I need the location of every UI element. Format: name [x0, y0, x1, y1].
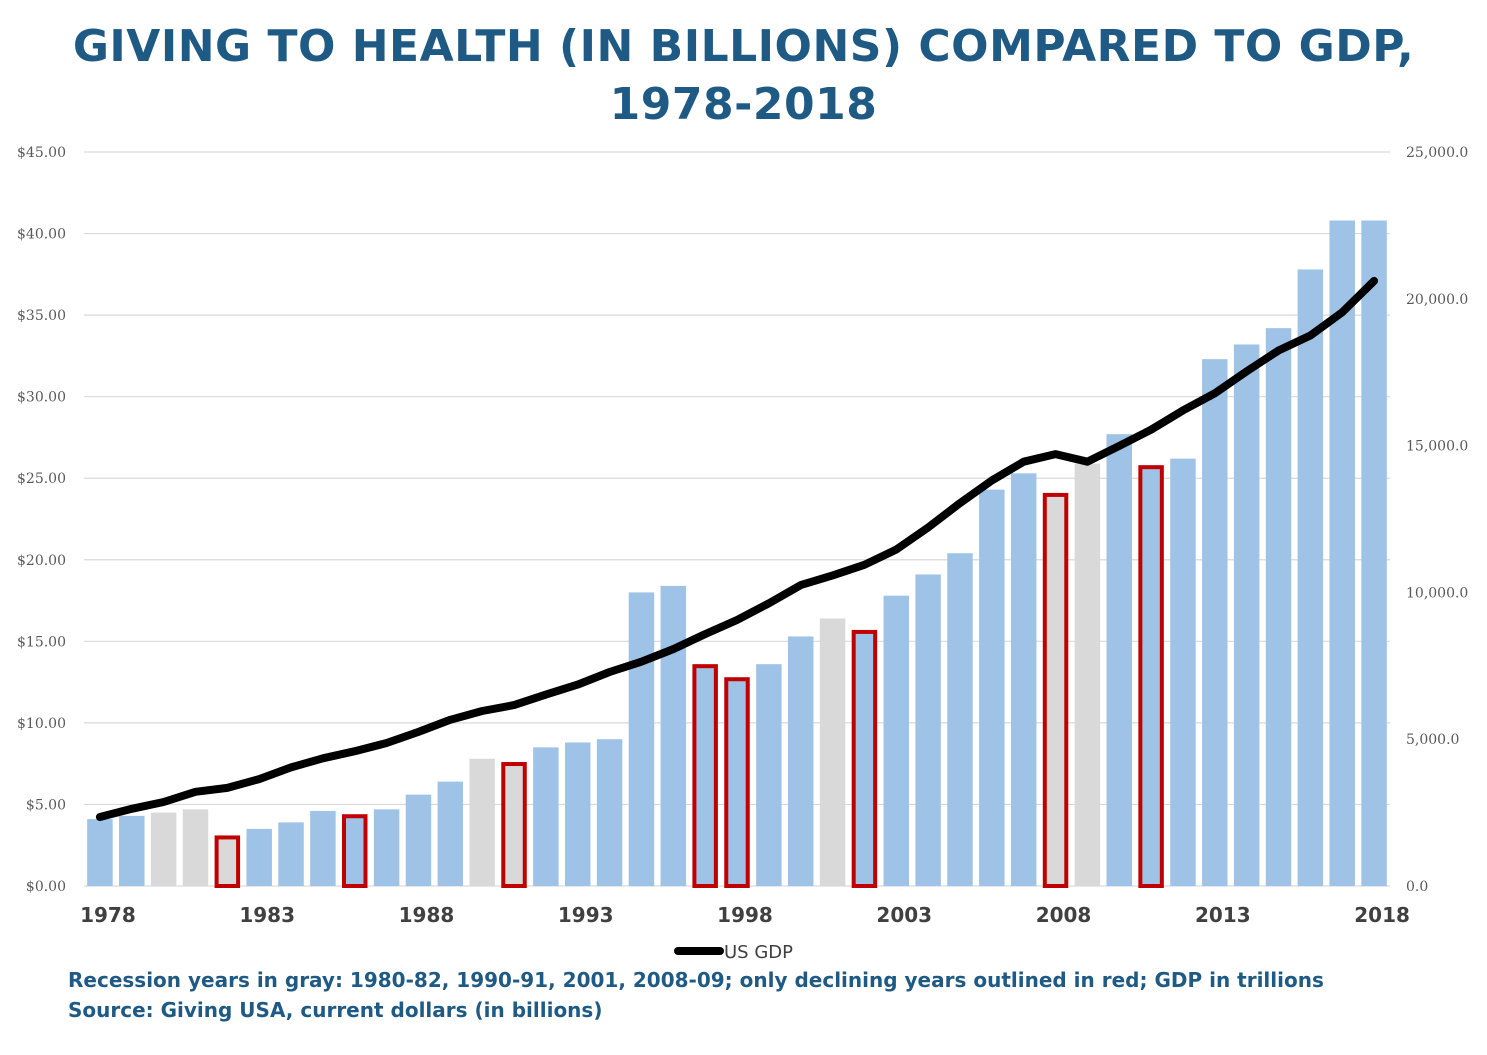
bar-1992: [533, 747, 559, 886]
x-tick-label: 1993: [558, 903, 614, 927]
x-tick-label: 2018: [1354, 903, 1410, 927]
bar-2004: [915, 574, 941, 886]
bar-2010: [1106, 434, 1132, 886]
y-left-tick-label: $45.00: [17, 145, 66, 161]
x-tick-label: 1988: [399, 903, 455, 927]
bar-1978: [87, 819, 113, 886]
bar-2016: [1297, 269, 1324, 886]
bar-1985: [310, 810, 336, 886]
x-tick-label: 1983: [239, 903, 295, 927]
bar-2007: [1010, 473, 1037, 886]
bar-1991: [501, 762, 527, 889]
bar-2003: [883, 595, 910, 886]
y-left-tick-label: $35.00: [17, 308, 66, 324]
y-left-tick-label: $20.00: [17, 553, 66, 569]
y-left-tick-label: $15.00: [17, 634, 66, 650]
bar-2000: [787, 636, 814, 886]
bar-1984: [278, 822, 304, 886]
bar-1993: [564, 742, 591, 886]
x-tick-label: 1978: [80, 903, 136, 927]
bar-2011: [1138, 465, 1164, 888]
y-left-tick-label: $30.00: [17, 390, 66, 406]
footnote-source: Source: Giving USA, current dollars (in …: [68, 998, 603, 1022]
bar-2017: [1329, 220, 1355, 887]
y-left-tick-label: $40.00: [17, 227, 66, 243]
bar-1988: [405, 794, 432, 886]
bar-1986: [342, 814, 368, 889]
bar-2015: [1265, 328, 1292, 886]
bar-1997: [692, 664, 718, 888]
gdp-line: [95, 276, 1379, 821]
bar-1989: [437, 781, 464, 886]
y-left-tick-label: $10.00: [17, 716, 66, 732]
bar-1983: [246, 828, 272, 886]
footnote-recession: Recession years in gray: 1980-82, 1990-9…: [68, 968, 1324, 992]
bar-2005: [947, 553, 973, 886]
bar-2014: [1233, 344, 1260, 887]
bar-2009: [1074, 463, 1101, 886]
bar-1982: [214, 835, 241, 888]
x-tick-label: 1998: [717, 903, 773, 927]
chart-title-line2: 1978-2018: [609, 79, 878, 130]
bar-2018: [1361, 220, 1387, 887]
bar-1999: [756, 664, 782, 886]
y-left-tick-label: $0.00: [26, 879, 66, 895]
bar-2013: [1202, 359, 1228, 886]
y-right-tick-label: 10,000.0: [1406, 585, 1468, 601]
bar-2002: [851, 629, 878, 888]
y-right-tick-label: 20,000.0: [1406, 292, 1468, 308]
x-tick-label: 2003: [876, 903, 932, 927]
bar-1996: [660, 585, 687, 886]
y-left-tick-label: $5.00: [26, 797, 66, 813]
y-right-tick-label: 0.0: [1406, 879, 1428, 895]
bar-1998: [724, 677, 750, 888]
bar-2006: [979, 489, 1005, 886]
chart-title-line1: GIVING TO HEALTH (IN BILLIONS) COMPARED …: [72, 21, 1415, 72]
bar-2001: [819, 618, 846, 886]
y-left-tick-label: $25.00: [17, 471, 66, 487]
y-right-tick-label: 5,000.0: [1406, 732, 1459, 748]
bar-1995: [628, 592, 655, 886]
bar-2008: [1042, 492, 1069, 888]
bar-1980: [150, 812, 177, 886]
bar-1979: [119, 815, 145, 886]
bar-2012: [1170, 458, 1196, 886]
bar-1981: [182, 809, 209, 886]
bar-1987: [373, 809, 400, 886]
bar-1990: [469, 758, 495, 886]
y-right-tick-label: 25,000.0: [1406, 145, 1468, 161]
bar-1994: [596, 739, 623, 886]
chart-title: GIVING TO HEALTH (IN BILLIONS) COMPARED …: [0, 18, 1487, 134]
legend-label-gdp: US GDP: [724, 942, 793, 963]
x-tick-label: 2008: [1036, 903, 1092, 927]
x-tick-label: 2013: [1195, 903, 1251, 927]
y-right-tick-label: 15,000.0: [1406, 439, 1468, 455]
